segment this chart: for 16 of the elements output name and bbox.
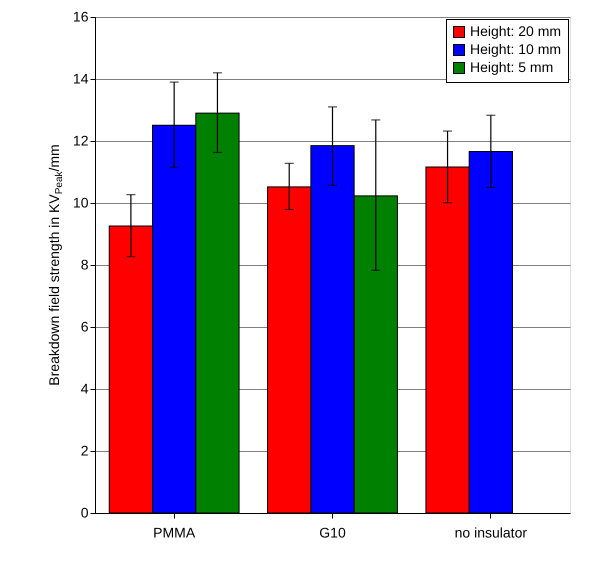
y-tick-label: 6 [80,318,89,334]
x-tick-label: G10 [319,524,346,540]
legend-label: Height: 10 mm [470,41,562,57]
y-tick-label: 10 [72,194,89,210]
y-tick-label: 4 [80,380,89,396]
x-tick-label: no insulator [454,524,528,540]
legend-label: Height: 5 mm [470,59,554,75]
y-tick-label: 0 [80,504,89,520]
y-tick-label: 14 [72,70,89,86]
y-tick-label: 16 [72,8,89,24]
x-tick-label: PMMA [153,524,196,540]
y-tick-label: 2 [80,442,89,458]
legend-label: Height: 20 mm [470,23,562,39]
y-tick-label: 8 [80,256,89,272]
y-tick-label: 12 [72,132,89,148]
y-axis-title: Breakdown field strength in KVPeak/mm [46,144,65,386]
